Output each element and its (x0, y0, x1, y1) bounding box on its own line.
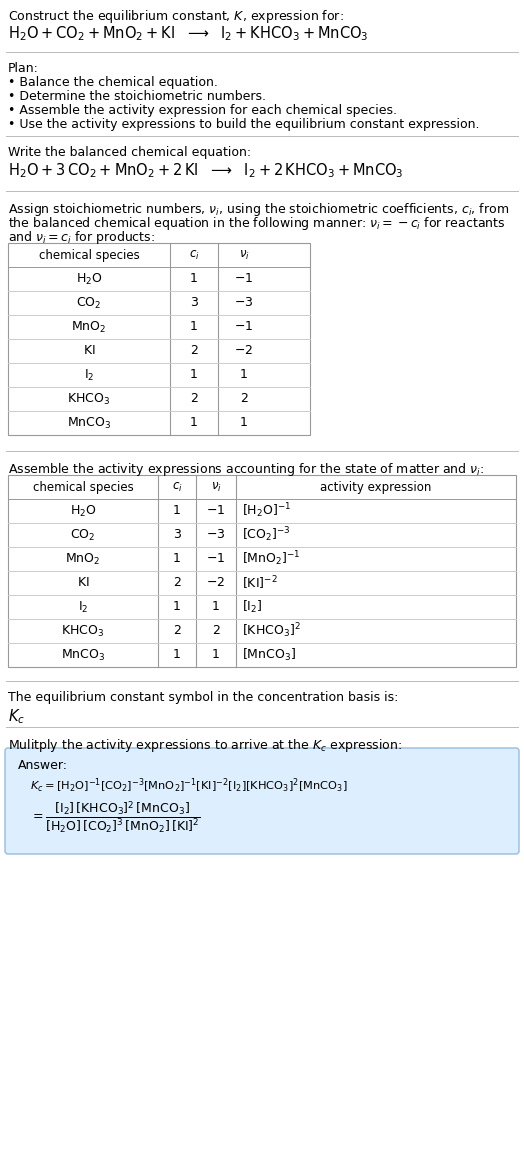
Text: $\mathrm{I_2}$: $\mathrm{I_2}$ (78, 599, 88, 614)
Text: 1: 1 (240, 416, 248, 430)
Text: $\mathrm{MnCO_3}$: $\mathrm{MnCO_3}$ (67, 415, 111, 430)
Text: 2: 2 (240, 393, 248, 406)
Text: Construct the equilibrium constant, $K$, expression for:: Construct the equilibrium constant, $K$,… (8, 8, 344, 25)
Text: 2: 2 (212, 625, 220, 637)
Text: 2: 2 (190, 393, 198, 406)
Text: $\mathrm{H_2O + 3\,CO_2 + MnO_2 + 2\,KI}$$\mathrm{\ \ \longrightarrow \ \ I_2 + : $\mathrm{H_2O + 3\,CO_2 + MnO_2 + 2\,KI}… (8, 161, 403, 180)
Text: Answer:: Answer: (18, 759, 68, 772)
Text: chemical species: chemical species (39, 248, 139, 262)
Text: 1: 1 (212, 649, 220, 662)
Text: $-1$: $-1$ (234, 272, 254, 285)
Text: Assign stoichiometric numbers, $\nu_i$, using the stoichiometric coefficients, $: Assign stoichiometric numbers, $\nu_i$, … (8, 201, 509, 218)
Text: • Balance the chemical equation.: • Balance the chemical equation. (8, 76, 218, 89)
Text: $[\mathrm{MnCO_3}]$: $[\mathrm{MnCO_3}]$ (242, 647, 296, 663)
Text: $-2$: $-2$ (206, 576, 225, 590)
Bar (8, 475, 516, 666)
Text: $[\mathrm{CO_2}]^{-3}$: $[\mathrm{CO_2}]^{-3}$ (242, 526, 291, 545)
Text: 1: 1 (190, 272, 198, 285)
Text: 3: 3 (173, 529, 181, 541)
Text: $\mathrm{MnCO_3}$: $\mathrm{MnCO_3}$ (61, 648, 105, 663)
FancyBboxPatch shape (5, 748, 519, 854)
Text: Assemble the activity expressions accounting for the state of matter and $\nu_i$: Assemble the activity expressions accoun… (8, 461, 484, 478)
Text: $-1$: $-1$ (206, 553, 226, 566)
Text: $\nu_i$: $\nu_i$ (211, 481, 222, 494)
Text: 1: 1 (190, 369, 198, 381)
Text: 1: 1 (212, 600, 220, 613)
Text: 3: 3 (190, 297, 198, 309)
Text: $\mathrm{KI}$: $\mathrm{KI}$ (77, 576, 89, 590)
Text: chemical species: chemical species (32, 481, 134, 494)
Text: $[\mathrm{MnO_2}]^{-1}$: $[\mathrm{MnO_2}]^{-1}$ (242, 549, 301, 568)
Text: $\mathrm{KHCO_3}$: $\mathrm{KHCO_3}$ (68, 392, 111, 407)
Text: 1: 1 (173, 649, 181, 662)
Text: $-3$: $-3$ (206, 529, 226, 541)
Text: • Use the activity expressions to build the equilibrium constant expression.: • Use the activity expressions to build … (8, 118, 479, 131)
Text: and $\nu_i = c_i$ for products:: and $\nu_i = c_i$ for products: (8, 229, 155, 246)
Text: 1: 1 (190, 321, 198, 334)
Text: $= \dfrac{[\mathrm{I_2}]\,[\mathrm{KHCO_3}]^2\,[\mathrm{MnCO_3}]}{[\mathrm{H_2O}: $= \dfrac{[\mathrm{I_2}]\,[\mathrm{KHCO_… (30, 799, 201, 834)
Text: $[\mathrm{KI}]^{-2}$: $[\mathrm{KI}]^{-2}$ (242, 574, 278, 592)
Text: 1: 1 (240, 369, 248, 381)
Text: the balanced chemical equation in the following manner: $\nu_i = -c_i$ for react: the balanced chemical equation in the fo… (8, 216, 506, 232)
Text: $-3$: $-3$ (234, 297, 254, 309)
Text: $\mathrm{H_2O + CO_2 + MnO_2 + KI}$$\mathrm{\ \ \longrightarrow \ \ I_2 + KHCO_3: $\mathrm{H_2O + CO_2 + MnO_2 + KI}$$\mat… (8, 24, 368, 43)
Text: $\mathrm{CO_2}$: $\mathrm{CO_2}$ (70, 527, 96, 542)
Text: $[\mathrm{KHCO_3}]^2$: $[\mathrm{KHCO_3}]^2$ (242, 621, 301, 641)
Text: $c_i$: $c_i$ (189, 248, 199, 262)
Text: $[\mathrm{H_2O}]^{-1}$: $[\mathrm{H_2O}]^{-1}$ (242, 502, 291, 520)
Text: 2: 2 (173, 625, 181, 637)
Bar (8, 243, 310, 435)
Text: $\mathrm{MnO_2}$: $\mathrm{MnO_2}$ (66, 552, 101, 567)
Text: 1: 1 (190, 416, 198, 430)
Text: 2: 2 (190, 344, 198, 357)
Text: $-1$: $-1$ (206, 504, 226, 518)
Text: 1: 1 (173, 504, 181, 518)
Text: Plan:: Plan: (8, 61, 39, 75)
Text: $\mathrm{MnO_2}$: $\mathrm{MnO_2}$ (71, 320, 107, 335)
Text: • Determine the stoichiometric numbers.: • Determine the stoichiometric numbers. (8, 90, 266, 103)
Text: 2: 2 (173, 576, 181, 590)
Text: Write the balanced chemical equation:: Write the balanced chemical equation: (8, 146, 251, 159)
Text: $\mathrm{KI}$: $\mathrm{KI}$ (83, 344, 95, 357)
Text: $\mathrm{H_2O}$: $\mathrm{H_2O}$ (70, 503, 96, 518)
Text: $K_c = [\mathrm{H_2O}]^{-1}[\mathrm{CO_2}]^{-3}[\mathrm{MnO_2}]^{-1}[\mathrm{KI}: $K_c = [\mathrm{H_2O}]^{-1}[\mathrm{CO_2… (30, 777, 347, 795)
Text: $[\mathrm{I_2}]$: $[\mathrm{I_2}]$ (242, 599, 263, 615)
Text: $-2$: $-2$ (234, 344, 254, 357)
Text: 1: 1 (173, 600, 181, 613)
Text: $\mathrm{I_2}$: $\mathrm{I_2}$ (84, 367, 94, 382)
Text: $\mathrm{KHCO_3}$: $\mathrm{KHCO_3}$ (61, 624, 105, 639)
Text: $-1$: $-1$ (234, 321, 254, 334)
Text: $K_c$: $K_c$ (8, 707, 25, 726)
Text: $\mathrm{CO_2}$: $\mathrm{CO_2}$ (77, 296, 102, 311)
Text: $\mathrm{H_2O}$: $\mathrm{H_2O}$ (76, 271, 102, 286)
Text: • Assemble the activity expression for each chemical species.: • Assemble the activity expression for e… (8, 104, 397, 117)
Text: activity expression: activity expression (320, 481, 432, 494)
Text: $\nu_i$: $\nu_i$ (238, 248, 249, 262)
Text: $c_i$: $c_i$ (172, 481, 182, 494)
Text: The equilibrium constant symbol in the concentration basis is:: The equilibrium constant symbol in the c… (8, 691, 398, 704)
Text: Mulitply the activity expressions to arrive at the $K_c$ expression:: Mulitply the activity expressions to arr… (8, 737, 402, 755)
Text: 1: 1 (173, 553, 181, 566)
